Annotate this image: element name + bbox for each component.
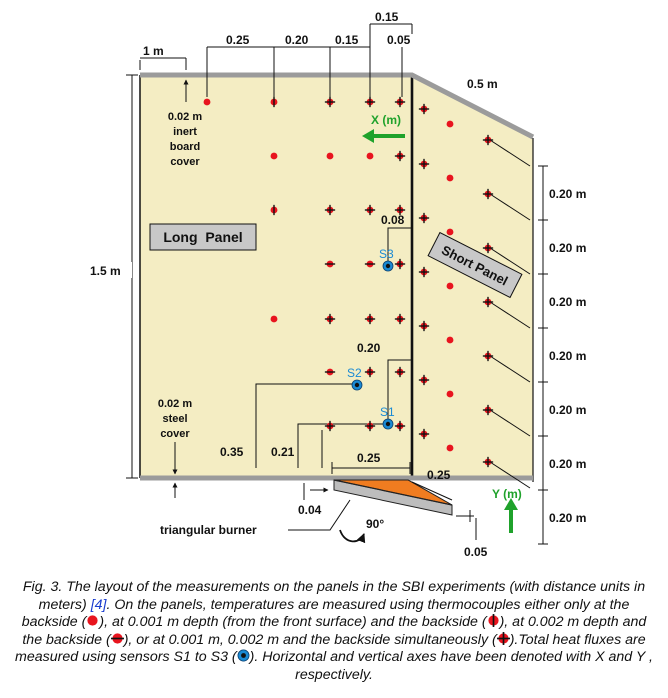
bottom-025-dimension [331,462,411,474]
thermocouple-backside [203,98,211,106]
dim-004: 0.04 [298,503,322,517]
dim-020: 0.20 [357,341,381,355]
thermocouple-backside [270,315,278,323]
dim-025-bottom: 0.25 [357,451,381,465]
steel-line-2: steel [162,413,187,425]
steel-cover-label: 0.02 m steel cover [158,398,192,440]
dim-top-025: 0.25 [226,33,250,47]
caption-part-7: ). Horizontal and vertical axes have bee… [249,649,653,683]
dim-short-05m: 0.5 m [467,77,498,91]
right-spacing-4: 0.20 m [549,349,586,363]
burner-diagonal-dim [411,481,453,501]
dim-025-burner: 0.25 [427,468,451,482]
long-panel-label-box [149,223,257,251]
x-axis-label: X (m) [371,113,401,127]
sensor-s2 [351,379,363,391]
right-spacing-leaders [489,139,548,545]
dim-top-005: 0.05 [387,33,411,47]
thermocouple-backside [446,336,454,344]
inert-line-3: board [170,141,201,153]
dim-top-015-b: 0.15 [375,10,399,24]
y-axis-arrowhead [504,498,518,510]
long-panel-label: Long Panel [163,229,242,245]
caption-part-1: Fig. 3. The layout of the measurements o… [22,579,646,613]
sbi-layout-diagram: 1 m 0.25 0.20 0.15 0.15 0.05 0.5 m 0.02 … [88,10,586,559]
vertical-bar-dot-icon [487,614,499,628]
plus-dot-icon [496,631,510,645]
rotation-arrow [339,529,366,544]
thermocouple-backside [270,152,278,160]
backside-dot-icon [87,615,98,626]
caption-part-2: . On the panels, temperatures are measur… [21,596,630,631]
height-label-bg [88,262,132,278]
x-axis-arrowhead [362,129,374,143]
dim-top-015-a: 0.15 [335,33,359,47]
right-spacing-1: 0.20 m [549,187,586,201]
inert-line-4: cover [170,156,200,168]
long-panel [139,75,412,478]
burner-pointer-line [288,499,351,531]
dim-top-020: 0.20 [285,33,309,47]
thermocouple-backside [326,152,334,160]
figure-caption: Fig. 3. The layout of the measurements o… [14,579,654,685]
sensor-s3 [382,260,394,272]
caption-part-4: ), at 0.002 m depth and the backside ( [22,614,647,648]
dim-021: 0.21 [271,445,295,459]
thermocouple-backside [446,120,454,128]
sensor-s1 [382,418,394,430]
caption-part-3: ), at 0.001 m depth (from the front surf… [99,614,487,631]
dim-top-1m: 1 m [143,44,164,58]
thermocouple-backside [446,444,454,452]
right-spacing-6: 0.20 m [549,457,586,471]
short-panel-label-box [427,231,523,299]
inert-board-cover-frame [140,72,535,140]
dim-005-lines [456,510,477,540]
thermocouple-backside [446,282,454,290]
right-spacing-2: 0.20 m [549,241,586,255]
thermocouple-backside [446,174,454,182]
sensor-s1-label: S1 [380,405,395,419]
thermocouple-backside [446,390,454,398]
sensor-s3-label: S3 [379,247,394,261]
dim-008: 0.08 [381,213,405,227]
burner-label: triangular burner [160,523,257,537]
thermocouple-backside [446,228,454,236]
inert-line-1: 0.02 m [168,111,202,123]
heat-flux-sensor-icon [237,649,250,662]
steel-line-1: 0.02 m [158,398,192,410]
dim-004-lines [303,483,329,500]
dim-height-15m: 1.5 m [90,264,121,278]
dim-035: 0.35 [220,445,244,459]
caption-part-5: ), or at 0.001 m, 0.002 m and the backsi… [123,631,497,648]
right-spacing-7: 0.20 m [549,511,586,525]
y-axis-label: Y (m) [492,487,522,501]
top-dimensions [139,23,413,97]
horizontal-bar-dot-icon [110,633,124,644]
dim-005-bottom: 0.05 [464,545,488,559]
thermocouple-backside [366,152,374,160]
inert-board-label: 0.02 m inert board cover [168,111,202,168]
caption-reference-link[interactable]: [4] [90,596,107,613]
right-spacing-5: 0.20 m [549,403,586,417]
steel-line-3: cover [160,428,190,440]
triangular-burner [333,479,453,516]
sensor-guide-lines [255,220,413,468]
inert-line-2: inert [173,126,197,138]
caption-part-6: ).Total heat fluxes are measured using s… [15,631,646,666]
sensor-s2-label: S2 [347,366,362,380]
right-spacing-3: 0.20 m [549,295,586,309]
angle-label: 90° [366,517,384,531]
